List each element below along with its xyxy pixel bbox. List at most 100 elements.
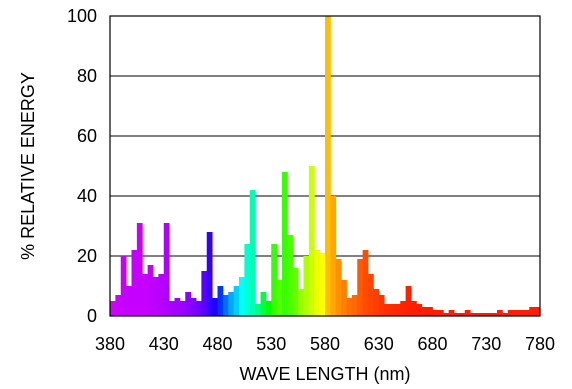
spectrum-bar — [228, 292, 235, 316]
spectrum-bar — [153, 277, 159, 316]
x-tick-label: 730 — [471, 334, 501, 354]
spectrum-bar — [239, 277, 245, 316]
spectrum-bar — [464, 310, 471, 316]
spectrum-bar — [523, 310, 530, 316]
spectrum-bar — [362, 250, 369, 316]
spectrum-bar — [126, 286, 132, 316]
spectrum-bar — [394, 304, 401, 316]
spectrum-bar — [454, 313, 460, 316]
y-tick-label: 80 — [77, 66, 97, 86]
spectrum-bar — [459, 313, 466, 316]
spectrum-bar — [421, 307, 428, 316]
spectrum-bar — [529, 307, 536, 316]
spectrum-bar — [437, 310, 444, 316]
spectrum-bar — [341, 280, 347, 316]
spectrum-bar — [400, 301, 407, 316]
x-tick-label: 630 — [364, 334, 394, 354]
y-tick-label: 0 — [87, 306, 97, 326]
x-tick-label: 780 — [525, 334, 555, 354]
spectrum-bar — [120, 256, 127, 316]
plot-frame — [109, 15, 541, 317]
x-tick-label: 580 — [310, 334, 340, 354]
spectrum-bar — [147, 265, 154, 316]
spectrum-bar — [325, 16, 331, 316]
x-tick-label: 430 — [149, 334, 179, 354]
spectrum-bar — [179, 301, 186, 316]
spectrum-bar — [222, 295, 229, 316]
spectrum-bar — [260, 292, 267, 316]
spectrum-bar — [416, 304, 423, 316]
spectrum-bar — [196, 301, 202, 316]
y-tick-label: 40 — [77, 186, 97, 206]
spectrum-bar — [448, 310, 455, 316]
y-tick-label: 20 — [77, 246, 97, 266]
spectrum-bar — [486, 313, 493, 316]
spectrum-bar — [206, 232, 213, 316]
spectrum-bar — [308, 166, 315, 316]
spectrum-bar — [249, 190, 256, 316]
spectrum-bar — [470, 313, 476, 316]
spectrum-bar — [298, 289, 304, 316]
y-tick-label: 100 — [67, 6, 97, 26]
spectrum-bar — [346, 298, 353, 316]
spectrum-bar — [115, 295, 122, 316]
x-axis-title: WAVE LENGTH (nm) — [239, 364, 410, 384]
spectrum-bar — [373, 289, 380, 316]
spectrum-bar — [475, 313, 482, 316]
spectrum-bar — [330, 196, 337, 316]
spectrum-bar — [265, 301, 272, 316]
spectrum-bar — [212, 298, 218, 316]
spectrum-bar — [427, 307, 433, 316]
spectrum-bar — [169, 301, 175, 316]
spectrum-bar — [507, 310, 514, 316]
spectrum-bar — [276, 280, 283, 316]
y-axis-ticks: 0 20 40 60 80 100 — [67, 6, 97, 326]
x-tick-label: 530 — [256, 334, 286, 354]
spectrum-bar — [142, 274, 149, 316]
spectrum-bar — [163, 223, 170, 316]
spectrum-bar — [351, 295, 358, 316]
spectrum-bars — [110, 16, 541, 316]
spectrum-bar — [534, 307, 541, 316]
x-axis-ticks: 380 430 480 530 580 630 680 730 780 — [95, 334, 555, 354]
spectrum-bar — [158, 274, 165, 316]
spectrum-bar — [217, 286, 224, 316]
spectrum-bar — [314, 250, 321, 316]
spectrum-bar — [432, 310, 439, 316]
spectrum-bar — [131, 250, 138, 316]
spectrum-bar — [190, 298, 197, 316]
spectrum-bar — [255, 304, 261, 316]
spectrum-bar — [378, 295, 385, 316]
spectrum-bar — [244, 244, 251, 316]
spectrum-bar — [233, 286, 240, 316]
spectrum-bar — [491, 313, 498, 316]
spectrum-bar — [384, 304, 390, 316]
spectrum-bar — [319, 253, 326, 316]
spectrum-bar — [411, 301, 417, 316]
spectrum-bar — [405, 286, 412, 316]
spectrum-bar — [292, 268, 299, 316]
spectrum-bar — [518, 310, 525, 316]
spectrum-bar — [110, 301, 116, 316]
spectrum-bar — [271, 244, 278, 316]
x-tick-label: 680 — [417, 334, 447, 354]
x-tick-label: 380 — [95, 334, 125, 354]
spectrum-bar — [287, 235, 294, 316]
spectrum-bar — [480, 313, 487, 316]
spectrum-bar — [201, 271, 208, 316]
spectrum-bar — [513, 310, 519, 316]
spectrum-bar — [174, 298, 181, 316]
y-axis-title: % RELATIVE ENERGY — [18, 72, 38, 260]
spectrum-bar — [497, 310, 503, 316]
x-tick-label: 480 — [202, 334, 232, 354]
spectrum-bar — [389, 304, 396, 316]
spectrum-bar — [136, 223, 143, 316]
spectrum-bar — [282, 172, 288, 316]
spectrum-bar — [502, 313, 509, 316]
spectrum-bar — [185, 292, 192, 316]
spectrum-bar — [303, 256, 310, 316]
y-tick-label: 60 — [77, 126, 97, 146]
spectrum-bar — [368, 274, 374, 316]
spectrum-bar — [443, 313, 450, 316]
